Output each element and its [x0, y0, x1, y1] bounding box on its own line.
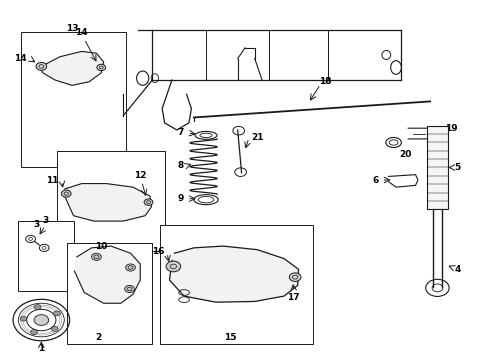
- Circle shape: [34, 305, 41, 310]
- Polygon shape: [170, 246, 298, 302]
- Text: 2: 2: [96, 333, 102, 342]
- Ellipse shape: [125, 264, 135, 271]
- Ellipse shape: [289, 273, 301, 282]
- Text: 9: 9: [178, 194, 184, 203]
- Polygon shape: [40, 51, 104, 85]
- Circle shape: [30, 330, 37, 334]
- Bar: [160, 225, 313, 344]
- Text: 20: 20: [400, 150, 412, 159]
- Ellipse shape: [166, 261, 181, 272]
- Text: 13: 13: [66, 24, 78, 33]
- Text: 14: 14: [75, 28, 88, 37]
- Circle shape: [53, 311, 60, 316]
- Text: 21: 21: [251, 133, 263, 142]
- Text: 18: 18: [319, 77, 332, 86]
- Ellipse shape: [144, 199, 153, 205]
- Text: 17: 17: [288, 293, 300, 302]
- Text: 4: 4: [455, 265, 461, 274]
- Bar: [19, 221, 74, 291]
- Ellipse shape: [36, 63, 47, 70]
- Text: 8: 8: [178, 161, 184, 170]
- Ellipse shape: [92, 253, 101, 260]
- Ellipse shape: [97, 64, 106, 71]
- Text: 7: 7: [178, 129, 184, 138]
- Ellipse shape: [61, 190, 71, 197]
- Circle shape: [51, 327, 58, 331]
- Text: 19: 19: [445, 124, 457, 133]
- Circle shape: [34, 315, 49, 325]
- Text: 15: 15: [224, 333, 237, 342]
- Text: 3: 3: [33, 220, 40, 229]
- Polygon shape: [74, 246, 140, 303]
- Text: 14: 14: [14, 54, 27, 63]
- Text: 11: 11: [47, 176, 59, 185]
- Polygon shape: [65, 184, 151, 221]
- Bar: [21, 32, 125, 167]
- Circle shape: [20, 316, 27, 321]
- Text: 6: 6: [373, 176, 379, 185]
- Bar: [57, 152, 165, 251]
- Text: 3: 3: [42, 216, 49, 225]
- Text: 5: 5: [455, 163, 461, 172]
- Text: 16: 16: [152, 247, 165, 256]
- Ellipse shape: [124, 285, 134, 293]
- Bar: [427, 126, 448, 208]
- Bar: [67, 243, 152, 344]
- Text: 12: 12: [134, 171, 147, 180]
- Text: 1: 1: [38, 344, 45, 353]
- Text: 10: 10: [95, 242, 107, 251]
